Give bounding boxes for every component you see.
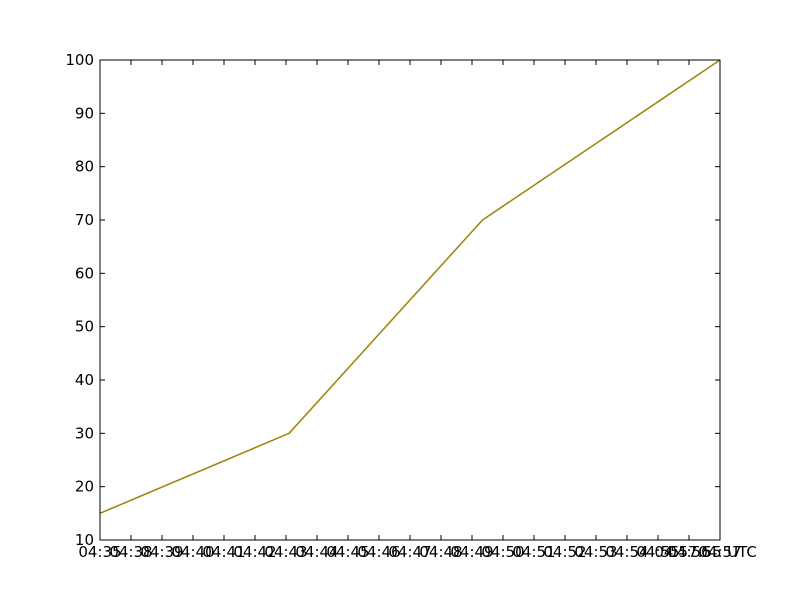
- x-tick-label: 04:47: [388, 543, 431, 561]
- x-tick-label: 04:51: [512, 543, 555, 561]
- x-tick-label: 04:48: [419, 543, 462, 561]
- y-tick-label: 70: [75, 211, 94, 229]
- x-tick-label: 04:46: [357, 543, 400, 561]
- x-tick-label: 04:53: [574, 543, 617, 561]
- x-tick-label: 04:56: [667, 543, 710, 561]
- x-tick-label: 04:45: [326, 543, 369, 561]
- x-tick-label: 04:49: [450, 543, 493, 561]
- y-tick-label: 100: [65, 51, 94, 69]
- x-tick-label: 04:43: [264, 543, 307, 561]
- y-tick-label: 80: [75, 158, 94, 176]
- y-tick-label: 10: [75, 531, 94, 549]
- series-line-overlay-0: [99, 59, 721, 514]
- x-tick-label: 04:52: [543, 543, 586, 561]
- x-tick-label: 04:42: [233, 543, 276, 561]
- x-tick-label: 04:35: [78, 543, 121, 561]
- x-tick-label: 04:54: [605, 543, 648, 561]
- y-tick-label: 30: [75, 424, 94, 442]
- x-axis: 04:3504:3804:3904:4004:4104:4204:4304:44…: [78, 60, 757, 561]
- x-tick-label: 04:40: [171, 543, 214, 561]
- y-axis: 10 20 30 40 50 60 70 80 90 100: [65, 51, 720, 549]
- y-tick-label: 50: [75, 318, 94, 336]
- y-tick-label: 40: [75, 371, 94, 389]
- x-tick-label: 04:44: [295, 543, 338, 561]
- y-tick-label: 90: [75, 104, 94, 122]
- x-tick-label: 04:57:55: [654, 543, 721, 561]
- y-tick-label: 20: [75, 478, 94, 496]
- x-tick-label: 04:50: [481, 543, 524, 561]
- x-tick-label: 04:57: [698, 543, 741, 561]
- x-tick-label: UTC: [727, 543, 757, 561]
- series-layer: [99, 59, 721, 515]
- x-tick-label: 04:55: [636, 543, 679, 561]
- x-tick-label: 04:38: [109, 543, 152, 561]
- x-tick-label: 04:41: [202, 543, 245, 561]
- x-tick-label: 04:39: [140, 543, 183, 561]
- y-tick-label: 60: [75, 264, 94, 282]
